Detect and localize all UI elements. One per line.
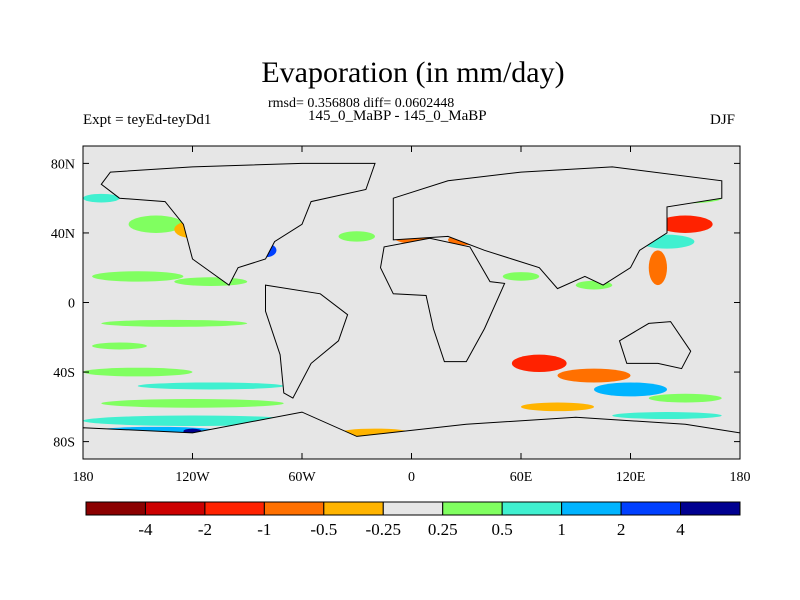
- field-anomaly-20: [338, 231, 375, 242]
- field-anomaly-14: [101, 399, 284, 408]
- colorbar: -4 -2 -1 -0.5 -0.25 0.25 0.5 1 2 4: [85, 501, 741, 539]
- field-anomaly-33: [557, 368, 631, 383]
- colorbar-label-7: 1: [557, 520, 566, 539]
- coastline-australia: [618, 321, 692, 370]
- lon-tick-label-4: 60E: [510, 470, 533, 485]
- colorbar-label-2: -1: [257, 520, 271, 539]
- lon-tick-label-5: 120E: [616, 470, 646, 485]
- axis-ticks: 180 120W 60W 0 60E 120E 180 80N 40N 0 40S 80S: [51, 146, 751, 485]
- field-anomaly-12: [83, 367, 193, 377]
- field-anomaly-28: [657, 215, 713, 233]
- lon-tick-label-2: 60W: [288, 470, 316, 485]
- colorbar-swatch-9: [620, 501, 682, 516]
- lon-tick-label-3: 0: [408, 470, 415, 485]
- coastline-south-america: [265, 284, 349, 399]
- field-anomaly-26: [502, 272, 540, 281]
- colorbar-label-5: 0.25: [428, 520, 458, 539]
- experiment-label: Expt = teyEd-teyDd1: [83, 112, 212, 128]
- coastlines: [83, 162, 740, 459]
- lat-tick-label-1: 40N: [51, 227, 75, 242]
- colorbar-swatch-7: [501, 501, 563, 516]
- case-label: 145_0_MaBP - 145_0_MaBP: [308, 108, 487, 124]
- field-anomaly-8: [92, 271, 184, 282]
- colorbar-swatch-8: [561, 501, 622, 516]
- lon-tick-label-0: 180: [73, 470, 94, 485]
- stats-line: rmsd= 0.356808 diff= 0.0602448: [268, 96, 455, 111]
- coastline-eurasia: [392, 166, 723, 290]
- colorbar-label-3: -0.5: [310, 520, 337, 539]
- field-anomaly-2: [83, 193, 120, 203]
- colorbar-swatch-2: [204, 501, 265, 516]
- colorbar-swatch-10: [680, 501, 741, 516]
- field-anomaly-30: [648, 250, 667, 286]
- field-anomaly-35: [521, 402, 594, 412]
- colorbar-swatch-0: [85, 501, 146, 516]
- coastline-north-america: [100, 162, 376, 286]
- season-label: DJF: [710, 112, 736, 128]
- coastline-africa: [379, 237, 506, 363]
- colorbar-label-6: 0.5: [492, 520, 513, 539]
- lat-tick-label-3: 40S: [53, 366, 75, 381]
- field-anomaly-9: [174, 277, 248, 286]
- field-anomaly-11: [92, 342, 147, 350]
- lon-tick-label-1: 120W: [175, 470, 210, 485]
- colorbar-swatch-5: [382, 501, 444, 516]
- colorbar-label-8: 2: [617, 520, 626, 539]
- colorbar-label-9: 4: [676, 520, 685, 539]
- field-anomaly-34: [594, 382, 667, 397]
- plot-title: Evaporation (in mm/day): [261, 56, 565, 89]
- colorbar-label-0: -4: [138, 520, 153, 539]
- lat-tick-label-2: 0: [68, 297, 75, 312]
- field-anomaly-32: [511, 354, 567, 373]
- field-anomaly-10: [101, 319, 248, 327]
- colorbar-swatch-3: [263, 501, 325, 516]
- colorbar-swatch-4: [323, 501, 384, 516]
- field-anomaly-13: [137, 382, 284, 390]
- colorbar-label-1: -2: [198, 520, 212, 539]
- colorbar-swatch-6: [442, 501, 503, 516]
- lat-tick-label-4: 80S: [53, 436, 75, 451]
- field-anomaly-36: [648, 393, 722, 403]
- colorbar-swatch-1: [144, 501, 206, 516]
- field-anomaly-3: [128, 215, 184, 233]
- coastline-antarctica: [83, 411, 740, 459]
- lon-tick-label-6: 180: [730, 470, 751, 485]
- field-anomaly-37: [612, 412, 722, 420]
- colorbar-label-4: -0.25: [366, 520, 401, 539]
- lat-tick-label-0: 80N: [51, 157, 75, 172]
